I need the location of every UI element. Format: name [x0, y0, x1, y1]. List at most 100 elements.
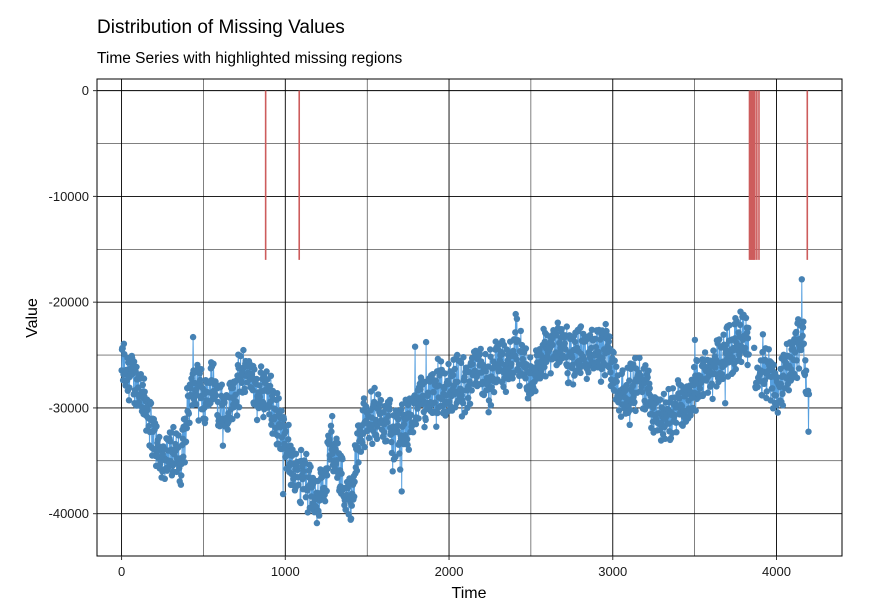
data-point: [626, 377, 633, 384]
data-point: [512, 329, 519, 336]
data-point: [412, 420, 420, 428]
data-point: [777, 365, 784, 373]
data-point: [238, 379, 245, 386]
data-point: [605, 338, 612, 345]
data-point: [351, 493, 358, 500]
data-point: [266, 382, 274, 390]
data-point: [386, 406, 393, 413]
data-point: [522, 345, 530, 352]
data-point: [185, 410, 192, 417]
data-point: [141, 388, 148, 395]
data-point: [738, 358, 745, 366]
data-point: [229, 384, 236, 392]
data-point: [253, 416, 261, 424]
data-point: [798, 276, 805, 283]
data-point: [130, 358, 138, 365]
data-point: [708, 380, 715, 387]
data-point: [405, 446, 412, 453]
data-point: [645, 367, 652, 374]
data-point: [606, 333, 613, 340]
data-point: [732, 365, 739, 373]
data-point: [409, 429, 417, 436]
data-point: [482, 350, 489, 358]
data-point: [361, 443, 368, 451]
data-point: [153, 423, 160, 430]
data-point: [622, 386, 630, 394]
data-point: [371, 384, 378, 392]
data-point: [772, 392, 780, 399]
data-point: [759, 331, 767, 338]
data-point: [347, 515, 355, 522]
data-point: [571, 338, 579, 346]
series-points: [118, 276, 813, 527]
data-point: [328, 428, 335, 435]
data-point: [183, 424, 190, 432]
data-point: [709, 395, 716, 403]
data-point: [450, 371, 457, 379]
data-point: [673, 429, 680, 436]
data-point: [324, 465, 332, 472]
data-point: [597, 378, 605, 385]
data-point: [466, 400, 474, 407]
y-tick-label: 0: [82, 83, 89, 98]
data-point: [140, 375, 148, 382]
data-point: [189, 333, 197, 341]
data-point: [800, 340, 807, 347]
data-point: [513, 315, 521, 322]
data-point: [292, 450, 300, 457]
data-point: [178, 472, 185, 479]
data-point: [742, 344, 749, 352]
data-point: [488, 384, 495, 391]
data-point: [785, 387, 792, 394]
data-point: [690, 363, 698, 371]
data-point: [761, 377, 768, 384]
data-point: [769, 385, 776, 392]
data-point: [313, 519, 321, 527]
data-point: [791, 349, 799, 356]
data-point: [395, 416, 402, 423]
data-point: [716, 336, 723, 343]
data-point: [297, 446, 305, 454]
data-point: [616, 394, 623, 401]
data-point: [355, 459, 362, 466]
data-point: [513, 356, 520, 363]
data-point: [802, 357, 809, 364]
data-point: [351, 478, 358, 485]
data-point: [466, 378, 473, 385]
data-point: [134, 384, 142, 391]
data-point: [765, 346, 772, 353]
data-point: [613, 363, 620, 370]
data-point: [522, 375, 529, 382]
plot-panel-border: [96, 78, 843, 557]
data-point: [170, 423, 177, 431]
data-point: [186, 419, 193, 426]
data-point: [214, 398, 221, 406]
data-point: [458, 392, 465, 399]
data-point: [508, 360, 515, 367]
data-point: [353, 467, 361, 474]
data-point: [661, 435, 669, 442]
data-point: [404, 441, 411, 449]
data-point: [606, 364, 613, 371]
data-point: [469, 361, 476, 368]
data-point: [316, 512, 323, 519]
data-point: [377, 396, 385, 404]
data-point: [770, 361, 778, 369]
data-point: [799, 332, 806, 339]
data-point: [419, 392, 427, 399]
y-tick-label: -10000: [49, 189, 89, 204]
data-point: [323, 487, 330, 495]
data-point: [125, 397, 133, 404]
data-point: [282, 428, 289, 435]
data-point: [626, 421, 633, 428]
data-point: [678, 403, 686, 410]
data-point: [274, 440, 282, 447]
data-point: [229, 415, 236, 423]
data-point: [120, 340, 128, 347]
data-point: [125, 359, 132, 366]
data-point: [133, 363, 140, 371]
data-point: [221, 399, 228, 406]
data-point: [235, 404, 243, 411]
data-point: [297, 499, 304, 507]
